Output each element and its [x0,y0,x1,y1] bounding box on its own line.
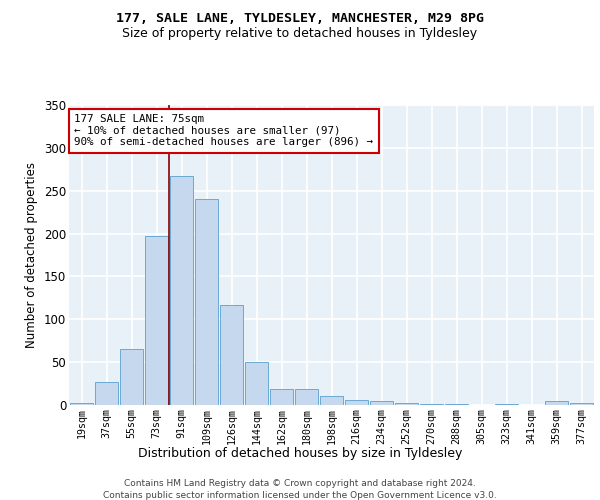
Bar [320,396,343,405]
Bar [345,400,368,405]
Bar [145,236,168,405]
Bar [120,350,143,405]
Bar [545,400,568,405]
Bar [220,304,243,405]
Bar [95,382,118,405]
Y-axis label: Number of detached properties: Number of detached properties [25,162,38,348]
Text: 177 SALE LANE: 75sqm
← 10% of detached houses are smaller (97)
90% of semi-detac: 177 SALE LANE: 75sqm ← 10% of detached h… [74,114,373,147]
Bar [170,176,193,405]
Bar [195,200,218,405]
Bar [495,404,518,405]
Bar [445,404,468,405]
Bar [295,388,318,405]
Text: Contains public sector information licensed under the Open Government Licence v3: Contains public sector information licen… [103,491,497,500]
Text: 177, SALE LANE, TYLDESLEY, MANCHESTER, M29 8PG: 177, SALE LANE, TYLDESLEY, MANCHESTER, M… [116,12,484,26]
Bar [570,404,593,405]
Bar [245,362,268,405]
Bar [420,404,443,405]
Bar [395,404,418,405]
Text: Distribution of detached houses by size in Tyldesley: Distribution of detached houses by size … [138,448,462,460]
Text: Size of property relative to detached houses in Tyldesley: Size of property relative to detached ho… [122,28,478,40]
Bar [370,400,393,405]
Bar [270,388,293,405]
Bar [70,404,93,405]
Text: Contains HM Land Registry data © Crown copyright and database right 2024.: Contains HM Land Registry data © Crown c… [124,479,476,488]
